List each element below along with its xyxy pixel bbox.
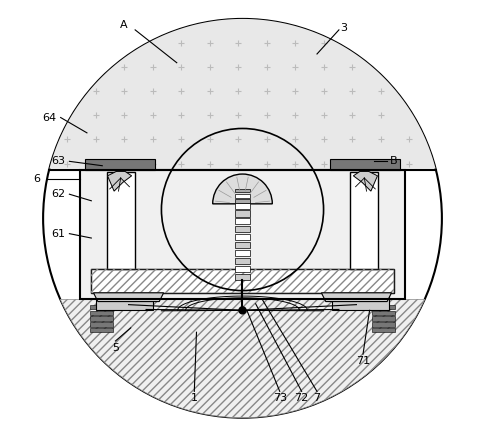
Text: 62: 62 [51,189,65,199]
Bar [106,172,135,269]
Bar [91,269,393,293]
Text: 64: 64 [43,112,57,123]
Bar [234,194,250,198]
Text: 61: 61 [51,228,65,239]
Bar [234,273,250,280]
Bar [371,311,394,315]
Bar [234,218,250,224]
Circle shape [43,19,441,418]
Text: 1: 1 [190,393,197,403]
Bar [371,317,394,321]
Bar [234,242,250,248]
Polygon shape [49,19,435,170]
Bar [234,234,250,240]
Wedge shape [212,174,272,204]
Bar [330,159,399,170]
Polygon shape [353,172,377,191]
Text: 63: 63 [51,157,65,166]
Bar [234,188,250,192]
Bar [90,305,113,310]
Polygon shape [107,172,131,191]
Text: B: B [389,157,397,166]
Bar [234,199,250,203]
Bar [349,172,378,269]
Text: 7: 7 [313,393,320,403]
Polygon shape [93,293,163,302]
Polygon shape [60,299,424,418]
Bar [332,293,389,310]
Bar [95,293,152,310]
Bar [80,170,404,299]
Text: 73: 73 [272,393,286,403]
Bar [234,210,250,217]
Bar [234,258,250,264]
Circle shape [239,307,245,314]
Text: 6: 6 [33,174,40,184]
Bar [90,317,113,321]
Bar [371,328,394,332]
Text: A: A [120,20,128,30]
Bar [234,265,250,272]
Bar [90,328,113,332]
Text: 3: 3 [339,22,346,33]
Polygon shape [321,293,391,302]
Bar [91,269,393,293]
Text: 71: 71 [355,356,369,366]
Bar [90,322,113,326]
Bar [90,311,113,315]
Bar [234,226,250,232]
Text: 5: 5 [112,343,119,353]
Bar [85,159,154,170]
Text: 72: 72 [294,393,308,403]
Bar [371,322,394,326]
Bar [234,202,250,209]
Bar [80,170,404,299]
Bar [371,305,394,310]
Bar [234,250,250,256]
